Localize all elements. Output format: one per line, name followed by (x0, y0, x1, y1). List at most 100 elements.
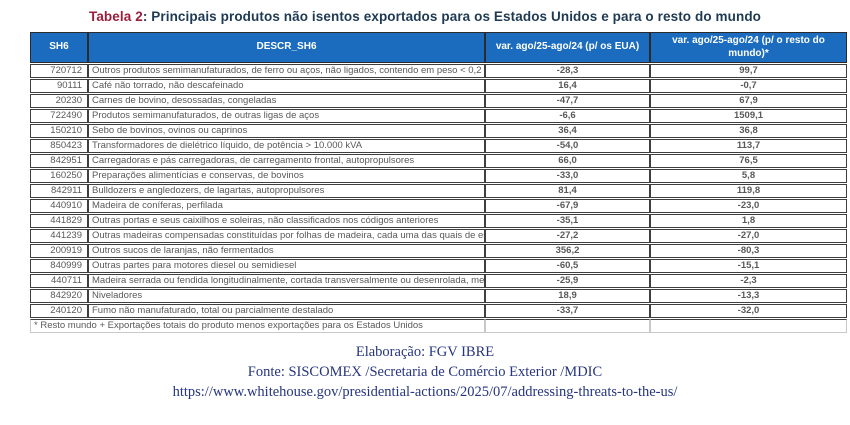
var-eua-cell: 16,4 (485, 79, 650, 93)
sh6-cell: 441239 (30, 229, 88, 243)
var-resto-cell: 119,8 (650, 184, 847, 198)
var-resto-cell: 36,8 (650, 124, 847, 138)
sh6-cell: 440910 (30, 199, 88, 213)
table-number-label: Tabela 2 (88, 9, 143, 24)
var-resto-cell: -23,0 (650, 199, 847, 213)
table-row: 840999 Outras partes para motores diesel … (30, 259, 847, 273)
descr-cell: Outras madeiras compensadas constituídas… (88, 229, 485, 243)
sh6-cell: 90111 (30, 79, 88, 93)
column-header-sh6: SH6 (30, 32, 88, 63)
document-footer: Elaboração: FGV IBRE Fonte: SISCOMEX /Se… (0, 342, 850, 402)
descr-cell: Sebo de bovinos, ovinos ou caprinos (88, 124, 485, 138)
sh6-cell: 842920 (30, 289, 88, 303)
var-eua-cell: -54,0 (485, 139, 650, 153)
var-resto-cell: 99,7 (650, 64, 847, 78)
var-eua-cell: -6,6 (485, 109, 650, 123)
descr-cell: Preparações alimentícias e conservas, de… (88, 169, 485, 183)
descr-cell: Niveladores (88, 289, 485, 303)
descr-cell: Bulldozers e angledozers, de lagartas, a… (88, 184, 485, 198)
var-resto-cell: -0,7 (650, 79, 847, 93)
sh6-cell: 20230 (30, 94, 88, 108)
var-resto-cell: -2,3 (650, 274, 847, 288)
sh6-cell: 720712 (30, 64, 88, 78)
var-eua-cell: -60,5 (485, 259, 650, 273)
sh6-cell: 842911 (30, 184, 88, 198)
var-resto-cell: -32,0 (650, 304, 847, 318)
page-title: Tabela 2: Principais produtos não isento… (0, 9, 850, 24)
table-row: 160250 Preparações alimentícias e conserv… (30, 169, 847, 183)
products-table-wrapper: SH6 DESCR_SH6 var. ago/25-ago/24 (p/ os … (30, 31, 847, 334)
footnote-empty-cell-eua (485, 319, 650, 333)
sh6-cell: 200919 (30, 244, 88, 258)
products-table: SH6 DESCR_SH6 var. ago/25-ago/24 (p/ os … (30, 31, 847, 334)
var-eua-cell: -28,3 (485, 64, 650, 78)
var-eua-cell: -47,7 (485, 94, 650, 108)
var-eua-cell: 356,2 (485, 244, 650, 258)
sh6-cell: 840999 (30, 259, 88, 273)
table-row: 20230 Carnes de bovino, desossadas, conge… (30, 94, 847, 108)
table-row: 200919 Outros sucos de laranjas, não ferm… (30, 244, 847, 258)
table-row: 90111 Café não torrado, não descafeinado 1… (30, 79, 847, 93)
var-resto-cell: 1,8 (650, 214, 847, 228)
sh6-cell: 441829 (30, 214, 88, 228)
footnote-empty-cell-resto (650, 319, 847, 333)
source-url-link[interactable]: https://www.whitehouse.gov/presidential-… (172, 384, 678, 400)
descr-cell: Madeira serrada ou fendida longitudinalm… (88, 274, 485, 288)
footnote-row: * Resto mundo + Exportações totais do pr… (30, 319, 847, 333)
descr-cell: Café não torrado, não descafeinado (88, 79, 485, 93)
var-eua-cell: 66,0 (485, 154, 650, 168)
table-row: 842951 Carregadoras e pás carregadoras, d… (30, 154, 847, 168)
var-eua-cell: -27,2 (485, 229, 650, 243)
table-row: 240120 Fumo não manufaturado, total ou pa… (30, 304, 847, 318)
var-resto-cell: 67,9 (650, 94, 847, 108)
header-row: SH6 DESCR_SH6 var. ago/25-ago/24 (p/ os … (30, 32, 847, 63)
table-row: 441239 Outras madeiras compensadas consti… (30, 229, 847, 243)
var-eua-cell: 81,4 (485, 184, 650, 198)
var-resto-cell: -27,0 (650, 229, 847, 243)
sh6-cell: 150210 (30, 124, 88, 138)
var-resto-cell: 113,7 (650, 139, 847, 153)
table-row: 850423 Transformadores de dielétrico líqu… (30, 139, 847, 153)
table-row: 440910 Madeira de coníferas, perfilada -67… (30, 199, 847, 213)
descr-cell: Carregadoras e pás carregadoras, de carr… (88, 154, 485, 168)
table-row: 150210 Sebo de bovinos, ovinos ou caprino… (30, 124, 847, 138)
descr-cell: Produtos semimanufaturados, de outras li… (88, 109, 485, 123)
var-resto-cell: 5,8 (650, 169, 847, 183)
var-eua-cell: -35,1 (485, 214, 650, 228)
var-resto-cell: 76,5 (650, 154, 847, 168)
table-title-text: : Principais produtos não isentos export… (142, 9, 762, 24)
column-header-var-resto: var. ago/25-ago/24 (p/ o resto do mundo)… (650, 32, 847, 63)
descr-cell: Transformadores de dielétrico líquido, d… (88, 139, 485, 153)
column-header-var-eua: var. ago/25-ago/24 (p/ os EUA) (485, 32, 650, 63)
sh6-cell: 440711 (30, 274, 88, 288)
var-eua-cell: 36,4 (485, 124, 650, 138)
sh6-cell: 842951 (30, 154, 88, 168)
table-row: 440711 Madeira serrada ou fendida longitu… (30, 274, 847, 288)
sh6-cell: 850423 (30, 139, 88, 153)
table-row: 722490 Produtos semimanufaturados, de out… (30, 109, 847, 123)
table-row: 842911 Bulldozers e angledozers, de lagar… (30, 184, 847, 198)
var-eua-cell: -33,0 (485, 169, 650, 183)
descr-cell: Carnes de bovino, desossadas, congeladas (88, 94, 485, 108)
var-resto-cell: -80,3 (650, 244, 847, 258)
descr-cell: Outras portas e seus caixilhos e soleira… (88, 214, 485, 228)
var-eua-cell: -33,7 (485, 304, 650, 318)
table-row: 842920 Niveladores 18,9 -13,3 (30, 289, 847, 303)
sh6-cell: 240120 (30, 304, 88, 318)
var-eua-cell: 18,9 (485, 289, 650, 303)
sh6-cell: 722490 (30, 109, 88, 123)
column-header-descr: DESCR_SH6 (88, 32, 485, 63)
elaboracao-line: Elaboração: FGV IBRE (355, 344, 495, 360)
var-resto-cell: 1509,1 (650, 109, 847, 123)
descr-cell: Outros sucos de laranjas, não fermentado… (88, 244, 485, 258)
table-row: 441829 Outras portas e seus caixilhos e s… (30, 214, 847, 228)
descr-cell: Madeira de coníferas, perfilada (88, 199, 485, 213)
var-eua-cell: -67,9 (485, 199, 650, 213)
descr-cell: Fumo não manufaturado, total ou parcialm… (88, 304, 485, 318)
footnote-text: * Resto mundo + Exportações totais do pr… (30, 319, 485, 333)
descr-cell: Outros produtos semimanufaturados, de fe… (88, 64, 485, 78)
var-eua-cell: -25,9 (485, 274, 650, 288)
descr-cell: Outras partes para motores diesel ou sem… (88, 259, 485, 273)
var-resto-cell: -15,1 (650, 259, 847, 273)
sh6-cell: 160250 (30, 169, 88, 183)
